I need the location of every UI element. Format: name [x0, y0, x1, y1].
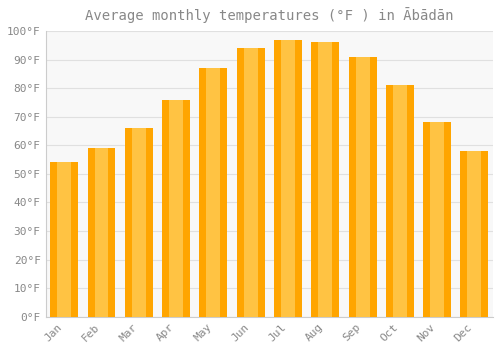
Bar	[274, 40, 302, 317]
Bar	[348, 57, 376, 317]
Title: Average monthly temperatures (°F ) in Ābādān: Average monthly temperatures (°F ) in Āb…	[85, 7, 454, 23]
Bar	[430, 122, 444, 317]
Bar	[169, 100, 183, 317]
Bar	[460, 151, 488, 317]
Bar	[57, 162, 71, 317]
Bar	[423, 122, 451, 317]
Bar	[200, 68, 228, 317]
Bar	[88, 148, 116, 317]
Bar	[236, 48, 264, 317]
Bar	[386, 85, 414, 317]
Bar	[393, 85, 407, 317]
Bar	[468, 151, 481, 317]
Bar	[281, 40, 295, 317]
Bar	[94, 148, 108, 317]
Bar	[312, 42, 339, 317]
Bar	[318, 42, 332, 317]
Bar	[162, 100, 190, 317]
Bar	[356, 57, 370, 317]
Bar	[132, 128, 146, 317]
Bar	[125, 128, 153, 317]
Bar	[244, 48, 258, 317]
Bar	[50, 162, 78, 317]
Bar	[206, 68, 220, 317]
